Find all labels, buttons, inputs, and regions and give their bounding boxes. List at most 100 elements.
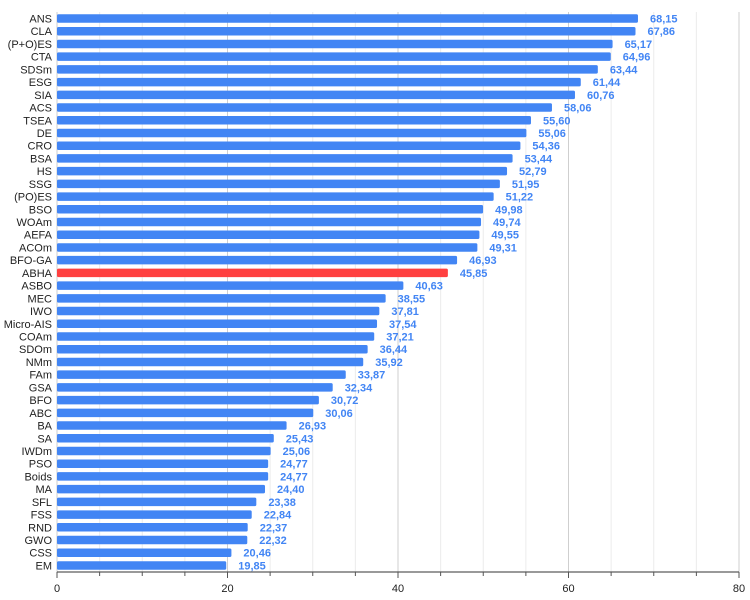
category-label: BFO-GA — [10, 255, 53, 267]
value-label: 30,72 — [331, 395, 359, 407]
bar-ESG — [57, 77, 581, 87]
category-label: ACS — [29, 103, 52, 115]
category-label: AEFA — [24, 230, 53, 242]
category-label: CLA — [31, 26, 53, 38]
category-label: BSA — [30, 153, 53, 165]
value-label: 32,34 — [345, 382, 373, 394]
bar-SDOm — [57, 344, 368, 354]
value-label: 37,54 — [389, 319, 417, 331]
category-label: Boids — [24, 471, 52, 483]
category-label: MA — [36, 484, 53, 496]
bar-BFO-GA — [57, 255, 458, 265]
bar-ABHA — [57, 268, 448, 278]
category-label: ASBO — [21, 281, 52, 293]
category-label: SDOm — [19, 344, 52, 356]
category-label: COAm — [19, 332, 52, 344]
value-label: 63,44 — [610, 64, 638, 76]
bar-CRO — [57, 141, 521, 150]
category-label: CSS — [29, 548, 52, 560]
bar-GSA — [57, 383, 333, 392]
category-label: PSO — [29, 459, 53, 471]
bar-Micro-AIS — [57, 319, 378, 329]
value-label-highlight: 45,85 — [460, 268, 488, 280]
category-label: ACOm — [19, 242, 52, 254]
value-label: 51,95 — [512, 179, 540, 191]
bar-(PO)ES — [57, 192, 494, 201]
category-label: DE — [37, 128, 52, 140]
bar-BA — [57, 421, 287, 430]
category-label: NMm — [26, 357, 52, 369]
value-labels: 68,1567,8665,1764,9663,4461,4460,7658,06… — [238, 14, 677, 573]
value-label: 60,76 — [587, 90, 615, 102]
value-label: 30,06 — [325, 408, 353, 420]
bar-GWO — [57, 535, 248, 545]
bar-ABC — [57, 408, 314, 418]
category-label: BSO — [29, 204, 53, 216]
value-label: 61,44 — [593, 77, 621, 89]
category-label: MEC — [28, 293, 53, 305]
value-label: 38,55 — [398, 293, 426, 305]
category-label: ABC — [29, 408, 52, 420]
bar-SFL — [57, 497, 257, 507]
category-label: CRO — [28, 141, 53, 153]
bar-IWO — [57, 306, 380, 316]
bars-group — [57, 14, 638, 570]
bar-SSG — [57, 179, 500, 189]
value-label: 37,81 — [391, 306, 419, 318]
value-label: 65,17 — [625, 39, 653, 51]
value-label: 53,44 — [525, 153, 553, 165]
value-label: 37,21 — [386, 332, 414, 344]
value-label: 19,85 — [238, 560, 266, 572]
category-label: (PO)ES — [14, 192, 52, 204]
value-label: 52,79 — [519, 166, 547, 178]
bar-IWDm — [57, 446, 271, 456]
bar-MEC — [57, 294, 386, 303]
bar-CTA — [57, 52, 611, 61]
value-label: 22,32 — [259, 535, 287, 547]
category-label: RND — [28, 522, 52, 534]
value-label: 20,46 — [243, 548, 271, 560]
value-label: 22,37 — [260, 522, 288, 534]
category-label: EM — [36, 560, 53, 572]
x-tick-label: 80 — [733, 583, 745, 595]
value-label: 26,93 — [299, 421, 327, 433]
bar-SIA — [57, 90, 575, 100]
bar-TSEA — [57, 116, 531, 125]
bar-SA — [57, 434, 274, 443]
value-label: 25,06 — [283, 446, 311, 458]
category-label: ANS — [29, 14, 52, 26]
category-label: SDSm — [20, 64, 52, 76]
x-axis: 0 20 40 60 80 — [54, 571, 745, 595]
value-label: 49,98 — [495, 204, 523, 216]
value-label: 36,44 — [380, 344, 408, 356]
category-label: BA — [37, 421, 52, 433]
x-tick-label: 40 — [392, 583, 404, 595]
value-label: 24,77 — [280, 471, 308, 483]
value-label: 24,40 — [277, 484, 305, 496]
category-label: GSA — [29, 382, 53, 394]
value-label: 24,77 — [280, 459, 308, 471]
bar-ACOm — [57, 243, 478, 252]
category-label: CTA — [31, 52, 53, 64]
value-label: 22,84 — [264, 510, 292, 522]
x-tick-label: 0 — [54, 583, 60, 595]
bar-AEFA — [57, 230, 480, 239]
value-label: 64,96 — [623, 52, 651, 64]
category-label: SSG — [29, 179, 52, 191]
category-label: ESG — [29, 77, 52, 89]
bar-CLA — [57, 26, 636, 36]
category-label: FSS — [31, 510, 52, 522]
value-label: 54,36 — [532, 141, 560, 153]
category-label: BFO — [29, 395, 52, 407]
value-label: 51,22 — [506, 192, 534, 204]
value-label: 58,06 — [564, 103, 592, 115]
bar-ASBO — [57, 281, 404, 290]
bar-PSO — [57, 459, 269, 468]
value-label: 33,87 — [358, 370, 386, 382]
value-label: 46,93 — [469, 255, 497, 267]
bar-Boids — [57, 472, 269, 481]
value-label: 55,06 — [538, 128, 566, 140]
value-label: 40,63 — [415, 281, 443, 293]
bar-ANS — [57, 14, 638, 23]
